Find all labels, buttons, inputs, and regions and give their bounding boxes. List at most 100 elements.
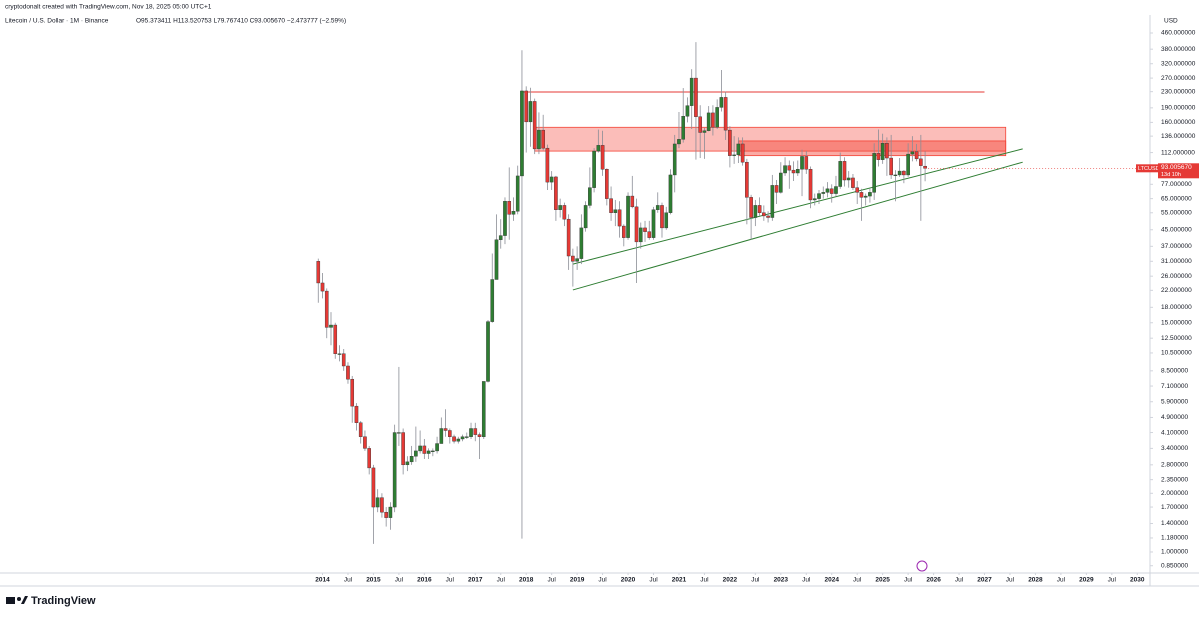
candle-body bbox=[910, 151, 915, 155]
x-tick-label: Jul bbox=[1057, 577, 1066, 584]
candle-body bbox=[893, 174, 898, 176]
candle-body bbox=[842, 161, 847, 181]
candle-body bbox=[770, 185, 775, 218]
candle-body bbox=[426, 450, 431, 454]
y-tick-label: 1.400000 bbox=[1161, 520, 1188, 527]
candle-body bbox=[885, 143, 889, 159]
candle-body bbox=[503, 201, 507, 236]
x-tick-label: 2022 bbox=[723, 577, 738, 584]
candle-body bbox=[749, 197, 753, 218]
candle-body bbox=[719, 97, 724, 108]
x-tick-label: 2024 bbox=[824, 577, 839, 584]
x-tick-label: 2020 bbox=[621, 577, 636, 584]
y-tick-label: 112.000000 bbox=[1161, 149, 1195, 156]
y-tick-label: 10.500000 bbox=[1161, 350, 1192, 357]
x-tick-label: Jul bbox=[1006, 577, 1015, 584]
candle-body bbox=[554, 176, 558, 210]
candle-body bbox=[914, 151, 919, 160]
candle-body bbox=[622, 225, 626, 238]
candle-body bbox=[481, 381, 486, 437]
candle-body bbox=[346, 365, 350, 380]
x-tick-label: 2023 bbox=[774, 577, 789, 584]
candle-body bbox=[316, 261, 321, 284]
candle-body bbox=[906, 153, 910, 176]
candle-body bbox=[528, 101, 533, 123]
candle-body bbox=[630, 195, 635, 208]
y-tick-label: 45.000000 bbox=[1161, 226, 1192, 233]
candle-body bbox=[456, 438, 461, 442]
candle-body bbox=[859, 192, 864, 198]
x-tick-label: Jul bbox=[649, 577, 658, 584]
candle-body bbox=[668, 174, 673, 213]
candle-body bbox=[787, 165, 792, 171]
x-tick-label: 2016 bbox=[417, 577, 432, 584]
candle-body bbox=[511, 211, 516, 215]
candle-body bbox=[681, 116, 686, 140]
candle-body bbox=[384, 511, 388, 518]
candle-body bbox=[609, 198, 613, 213]
candle-body bbox=[634, 206, 639, 243]
y-tick-label: 12.500000 bbox=[1161, 335, 1192, 342]
candle-body bbox=[588, 187, 592, 206]
candle-body bbox=[566, 218, 571, 257]
candle-body bbox=[740, 143, 745, 163]
x-tick-label: Jul bbox=[955, 577, 964, 584]
candle-body bbox=[825, 188, 830, 193]
x-tick-label: Jul bbox=[548, 577, 557, 584]
y-tick-label: 31.000000 bbox=[1161, 258, 1192, 265]
candle-body bbox=[660, 205, 664, 229]
y-tick-label: 7.100000 bbox=[1161, 383, 1188, 390]
candle-body bbox=[371, 467, 376, 508]
candle-body bbox=[477, 434, 482, 437]
candle-body bbox=[902, 170, 906, 176]
candle-body bbox=[800, 156, 804, 170]
x-tick-label: 2018 bbox=[519, 577, 534, 584]
candle-body bbox=[617, 209, 622, 227]
candle-body bbox=[575, 258, 579, 262]
candle-body bbox=[757, 205, 762, 213]
event-icon[interactable] bbox=[916, 560, 928, 572]
candle-body bbox=[549, 176, 554, 183]
candle-body bbox=[753, 205, 758, 218]
candle-body bbox=[537, 129, 541, 150]
trend-line bbox=[572, 148, 1023, 265]
x-tick-label: Jul bbox=[700, 577, 709, 584]
candle-body bbox=[643, 227, 647, 232]
countdown: 13d 10h bbox=[1161, 172, 1181, 178]
y-tick-label: 136.000000 bbox=[1161, 133, 1196, 140]
candle-body bbox=[605, 169, 609, 199]
chart-title: Litecoin / U.S. Dollar · 1M · Binance bbox=[5, 18, 109, 25]
candle-body bbox=[774, 185, 779, 193]
candle-body bbox=[435, 443, 439, 452]
candle-body bbox=[520, 90, 524, 177]
candle-body bbox=[689, 77, 694, 106]
x-tick-label: Jul bbox=[751, 577, 760, 584]
candle-body bbox=[766, 215, 770, 218]
zone bbox=[737, 140, 1007, 157]
y-tick-label: 3.400000 bbox=[1161, 445, 1188, 452]
x-tick-label: 2015 bbox=[366, 577, 381, 584]
y-tick-label: 1.180000 bbox=[1161, 535, 1188, 542]
candle-body bbox=[375, 497, 380, 508]
y-tick-label: 1.000000 bbox=[1161, 549, 1188, 556]
y-tick-label: 4.900000 bbox=[1161, 414, 1188, 421]
candle-body bbox=[405, 461, 410, 466]
x-tick-label: Jul bbox=[802, 577, 811, 584]
candle-body bbox=[706, 112, 711, 131]
candle-body bbox=[677, 139, 681, 145]
candle-body bbox=[846, 177, 851, 181]
price-tag bbox=[1158, 163, 1199, 179]
candle-body bbox=[367, 448, 371, 469]
x-tick-label: 2025 bbox=[875, 577, 890, 584]
credit: cryptodonalt created with TradingView.co… bbox=[5, 4, 212, 11]
y-tick-label: 8.500000 bbox=[1161, 368, 1188, 375]
candle-body bbox=[762, 212, 766, 217]
candle-body bbox=[804, 156, 809, 170]
candle-body bbox=[732, 154, 736, 156]
candle-body bbox=[571, 255, 575, 262]
y-tick-label: 2.800000 bbox=[1161, 462, 1188, 469]
y-tick-label: 1.700000 bbox=[1161, 504, 1188, 511]
candle-body bbox=[855, 187, 859, 193]
candle-body bbox=[655, 205, 660, 210]
